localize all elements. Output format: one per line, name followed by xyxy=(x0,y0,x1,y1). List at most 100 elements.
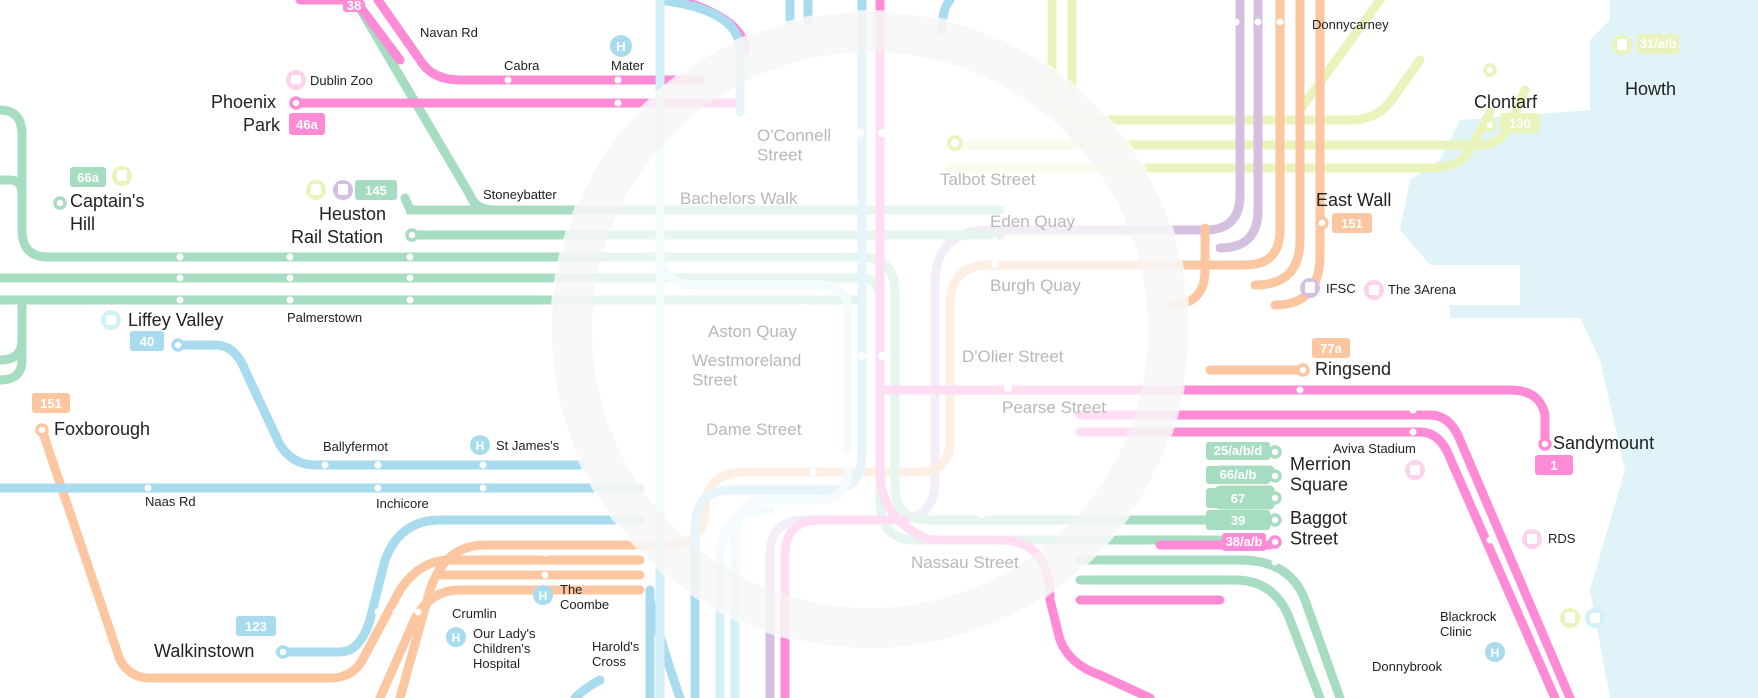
label-burgh-quay: Burgh Quay xyxy=(990,276,1081,295)
svg-text:31/a/b: 31/a/b xyxy=(1640,36,1677,51)
label-harolds-cross: Harold's Cross xyxy=(592,639,640,669)
label-howth: Howth xyxy=(1625,79,1676,99)
label-oconnell: O'Connell Street xyxy=(757,126,831,165)
tram-icon xyxy=(1300,278,1320,298)
tram-icon xyxy=(333,180,353,200)
route-badge-145: 145 xyxy=(355,180,397,200)
label-palmerstown: Palmerstown xyxy=(287,310,362,325)
label-donnybrook: Donnybrook xyxy=(1372,659,1443,674)
label-the-3arena: The 3Arena xyxy=(1388,282,1457,297)
label-nassau-street: Nassau Street xyxy=(911,553,1019,572)
label-hill: Hill xyxy=(70,214,95,234)
labels-west: Navan Rd Cabra Mater Dublin Zoo Phoenix … xyxy=(54,25,645,671)
label-donnycarney: Donnycarney xyxy=(1312,17,1389,32)
label-the-coombe: The Coombe xyxy=(560,582,609,612)
label-east-wall: East Wall xyxy=(1316,190,1391,210)
labels-centre: O'Connell Street Bachelors Walk Talbot St… xyxy=(680,126,1106,572)
svg-text:1: 1 xyxy=(1550,458,1557,473)
label-merrion-square: Merrion Square xyxy=(1290,454,1351,495)
stop-dots xyxy=(144,18,1494,624)
label-phoenix: Phoenix xyxy=(211,92,276,112)
label-naas-rd: Naas Rd xyxy=(145,494,196,509)
route-badge-151-east: 151 xyxy=(1332,213,1372,233)
svg-text:38: 38 xyxy=(347,0,361,13)
terminal-stops xyxy=(35,63,1552,659)
label-baggot-street: Baggot Street xyxy=(1290,508,1347,549)
svg-text:39: 39 xyxy=(1231,513,1245,528)
route-badge-1: 1 xyxy=(1535,455,1573,475)
svg-text:25/a/b/d: 25/a/b/d xyxy=(1214,443,1262,458)
route-badge-66a: 66a xyxy=(70,167,106,187)
route-badge-39: 39 xyxy=(1206,510,1270,530)
label-heuston: Heuston xyxy=(319,204,386,224)
city-centre-ring xyxy=(552,12,1188,648)
train-icon xyxy=(1560,608,1580,628)
label-foxborough: Foxborough xyxy=(54,419,150,439)
label-aston-quay: Aston Quay xyxy=(708,322,797,341)
svg-text:46a: 46a xyxy=(296,117,318,132)
label-rds: RDS xyxy=(1548,531,1576,546)
label-aviva-stadium: Aviva Stadium xyxy=(1333,441,1416,456)
hospital-icon: H xyxy=(1485,642,1505,662)
label-ringsend: Ringsend xyxy=(1315,359,1391,379)
label-westmoreland: Westmoreland Street xyxy=(692,351,801,390)
label-eden-quay: Eden Quay xyxy=(990,212,1076,231)
hospital-icon: H xyxy=(533,585,553,605)
svg-text:67: 67 xyxy=(1231,491,1245,506)
svg-text:38/a/b: 38/a/b xyxy=(1226,534,1263,549)
city-centre-inset xyxy=(550,10,1190,650)
route-badge-38: 38 xyxy=(343,0,365,13)
hospital-icon: H xyxy=(610,35,632,57)
svg-text:66/a/b: 66/a/b xyxy=(1220,467,1257,482)
label-mater: Mater xyxy=(611,58,645,73)
train-icon xyxy=(112,166,132,186)
labels-east: Donnycarney Howth Clontarf East Wall IFS… xyxy=(1290,17,1676,674)
label-ifsc: IFSC xyxy=(1326,281,1356,296)
map-icons: H H H H H xyxy=(101,35,1632,662)
label-captains: Captain's xyxy=(70,191,144,211)
route-badge-31ab: 31/a/b xyxy=(1637,34,1679,54)
label-inchicore: Inchicore xyxy=(376,496,429,511)
route-badge-67: 67 xyxy=(1206,488,1270,508)
arena-icon xyxy=(1364,280,1384,300)
route-badge-123: 123 xyxy=(236,616,276,636)
route-badge-151-west: 151 xyxy=(32,393,70,413)
route-badge-46a: 46a xyxy=(289,113,325,135)
zoo-icon xyxy=(286,70,306,90)
svg-text:151: 151 xyxy=(1341,216,1363,231)
svg-text:H: H xyxy=(616,39,625,54)
label-crumlin: Crumlin xyxy=(452,606,497,621)
route-badge-25abd: 25/a/b/d xyxy=(1206,442,1270,460)
svg-text:H: H xyxy=(1491,646,1500,660)
svg-text:40: 40 xyxy=(140,334,154,349)
shopping-icon xyxy=(101,310,121,330)
label-ballyfermot: Ballyfermot xyxy=(323,439,388,454)
route-badge-40: 40 xyxy=(130,331,164,351)
svg-text:151: 151 xyxy=(40,396,62,411)
route-badge-38ab: 38/a/b xyxy=(1222,533,1266,551)
train-icon xyxy=(1612,35,1632,55)
label-dame-street: Dame Street xyxy=(706,420,802,439)
svg-text:77a: 77a xyxy=(1320,341,1342,356)
shopping-icon xyxy=(1585,608,1605,628)
label-walkinstown: Walkinstown xyxy=(154,641,254,661)
label-talbot-street: Talbot Street xyxy=(940,170,1036,189)
label-bachelors-walk: Bachelors Walk xyxy=(680,189,798,208)
sea-area xyxy=(1400,0,1758,698)
route-badge-130: 130 xyxy=(1500,113,1540,133)
rds-icon xyxy=(1522,529,1542,549)
svg-text:123: 123 xyxy=(245,619,267,634)
svg-text:H: H xyxy=(452,631,461,645)
svg-text:66a: 66a xyxy=(77,170,99,185)
stadium-icon xyxy=(1405,460,1425,480)
label-blackrock-clinic: Blackrock Clinic xyxy=(1440,609,1497,639)
route-badges: 38 46a 66a 145 40 151 123 31/a/b 130 151… xyxy=(32,0,1679,636)
svg-text:H: H xyxy=(476,439,485,453)
label-dublin-zoo: Dublin Zoo xyxy=(310,73,373,88)
svg-text:130: 130 xyxy=(1509,116,1531,131)
train-icon xyxy=(306,180,326,200)
label-pearse-street: Pearse Street xyxy=(1002,398,1106,417)
hospital-icon: H xyxy=(470,435,490,455)
label-sandymount: Sandymount xyxy=(1553,433,1654,453)
